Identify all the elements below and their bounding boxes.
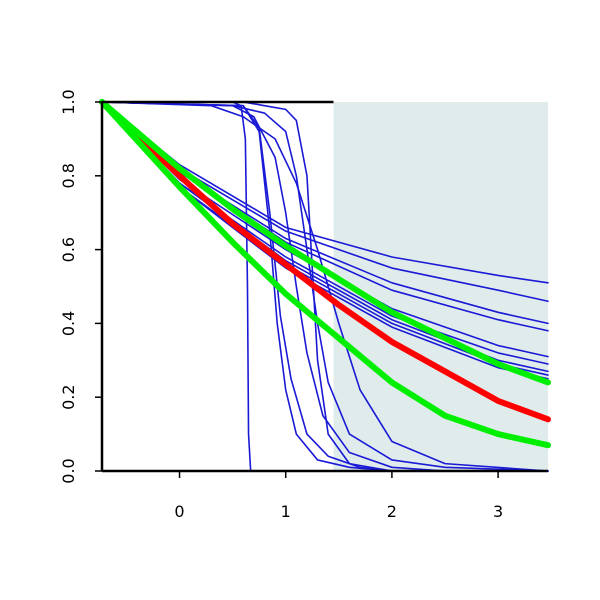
y-tick-label: 0.2: [59, 384, 78, 409]
x-tick-label: 0: [174, 502, 184, 521]
series-line-12: [101, 101, 549, 472]
y-tick-label: 1.0: [59, 89, 78, 114]
series-layer: [99, 99, 551, 472]
highlight-series-line-19: [99, 99, 551, 449]
x-tick-label: 3: [493, 502, 503, 521]
x-tick-label: 1: [281, 502, 291, 521]
y-tick-label: 0.0: [59, 458, 78, 483]
series-line-16: [101, 101, 549, 472]
y-tick-label: 0.8: [59, 163, 78, 188]
highlight-series-line-18: [99, 99, 551, 386]
series-line-15: [101, 101, 549, 472]
axes-layer: 0 1 2 3 0.0 0.2 0.4 0.6 0.8 1.0: [59, 89, 548, 521]
highlight-series-line-17: [99, 99, 551, 423]
y-tick-label: 0.6: [59, 237, 78, 262]
series-line-11: [101, 101, 549, 472]
x-tick-label: 2: [387, 502, 397, 521]
y-tick-label: 0.4: [59, 311, 78, 336]
series-line-13: [101, 101, 549, 472]
